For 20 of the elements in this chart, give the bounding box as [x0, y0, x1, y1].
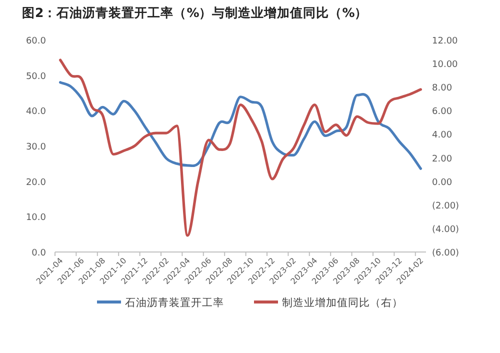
- y2-tick-label: 0.00: [432, 178, 452, 188]
- legend-label: 石油沥青装置开工率: [125, 296, 224, 309]
- y-tick-label: 30.0: [26, 142, 46, 152]
- y2-tick-label: 6.00: [432, 107, 452, 118]
- y2-tick-label: (2.00): [432, 201, 460, 212]
- y-tick-label: 10.0: [26, 213, 46, 224]
- y-tick-label: 60.0: [26, 36, 46, 46]
- y2-tick-label: 8.00: [432, 84, 452, 94]
- legend-label: 制造业增加值同比（右）: [282, 296, 403, 309]
- y2-tick-label: (6.00): [432, 248, 460, 258]
- y2-tick-label: 4.00: [432, 130, 452, 141]
- y2-tick-label: 2.00: [432, 154, 452, 164]
- y-tick-label: 50.0: [26, 72, 46, 82]
- y-tick-label: 0.0: [32, 248, 46, 258]
- y-tick-label: 40.0: [26, 107, 46, 118]
- y-tick-label: 20.0: [26, 178, 46, 188]
- y2-tick-label: (4.00): [432, 224, 460, 235]
- y2-tick-label: 12.00: [432, 36, 458, 46]
- chart-title: 图2：石油沥青装置开工率（%）与制造业增加值同比（%）: [22, 5, 368, 20]
- y2-tick-label: 10.00: [432, 60, 458, 70]
